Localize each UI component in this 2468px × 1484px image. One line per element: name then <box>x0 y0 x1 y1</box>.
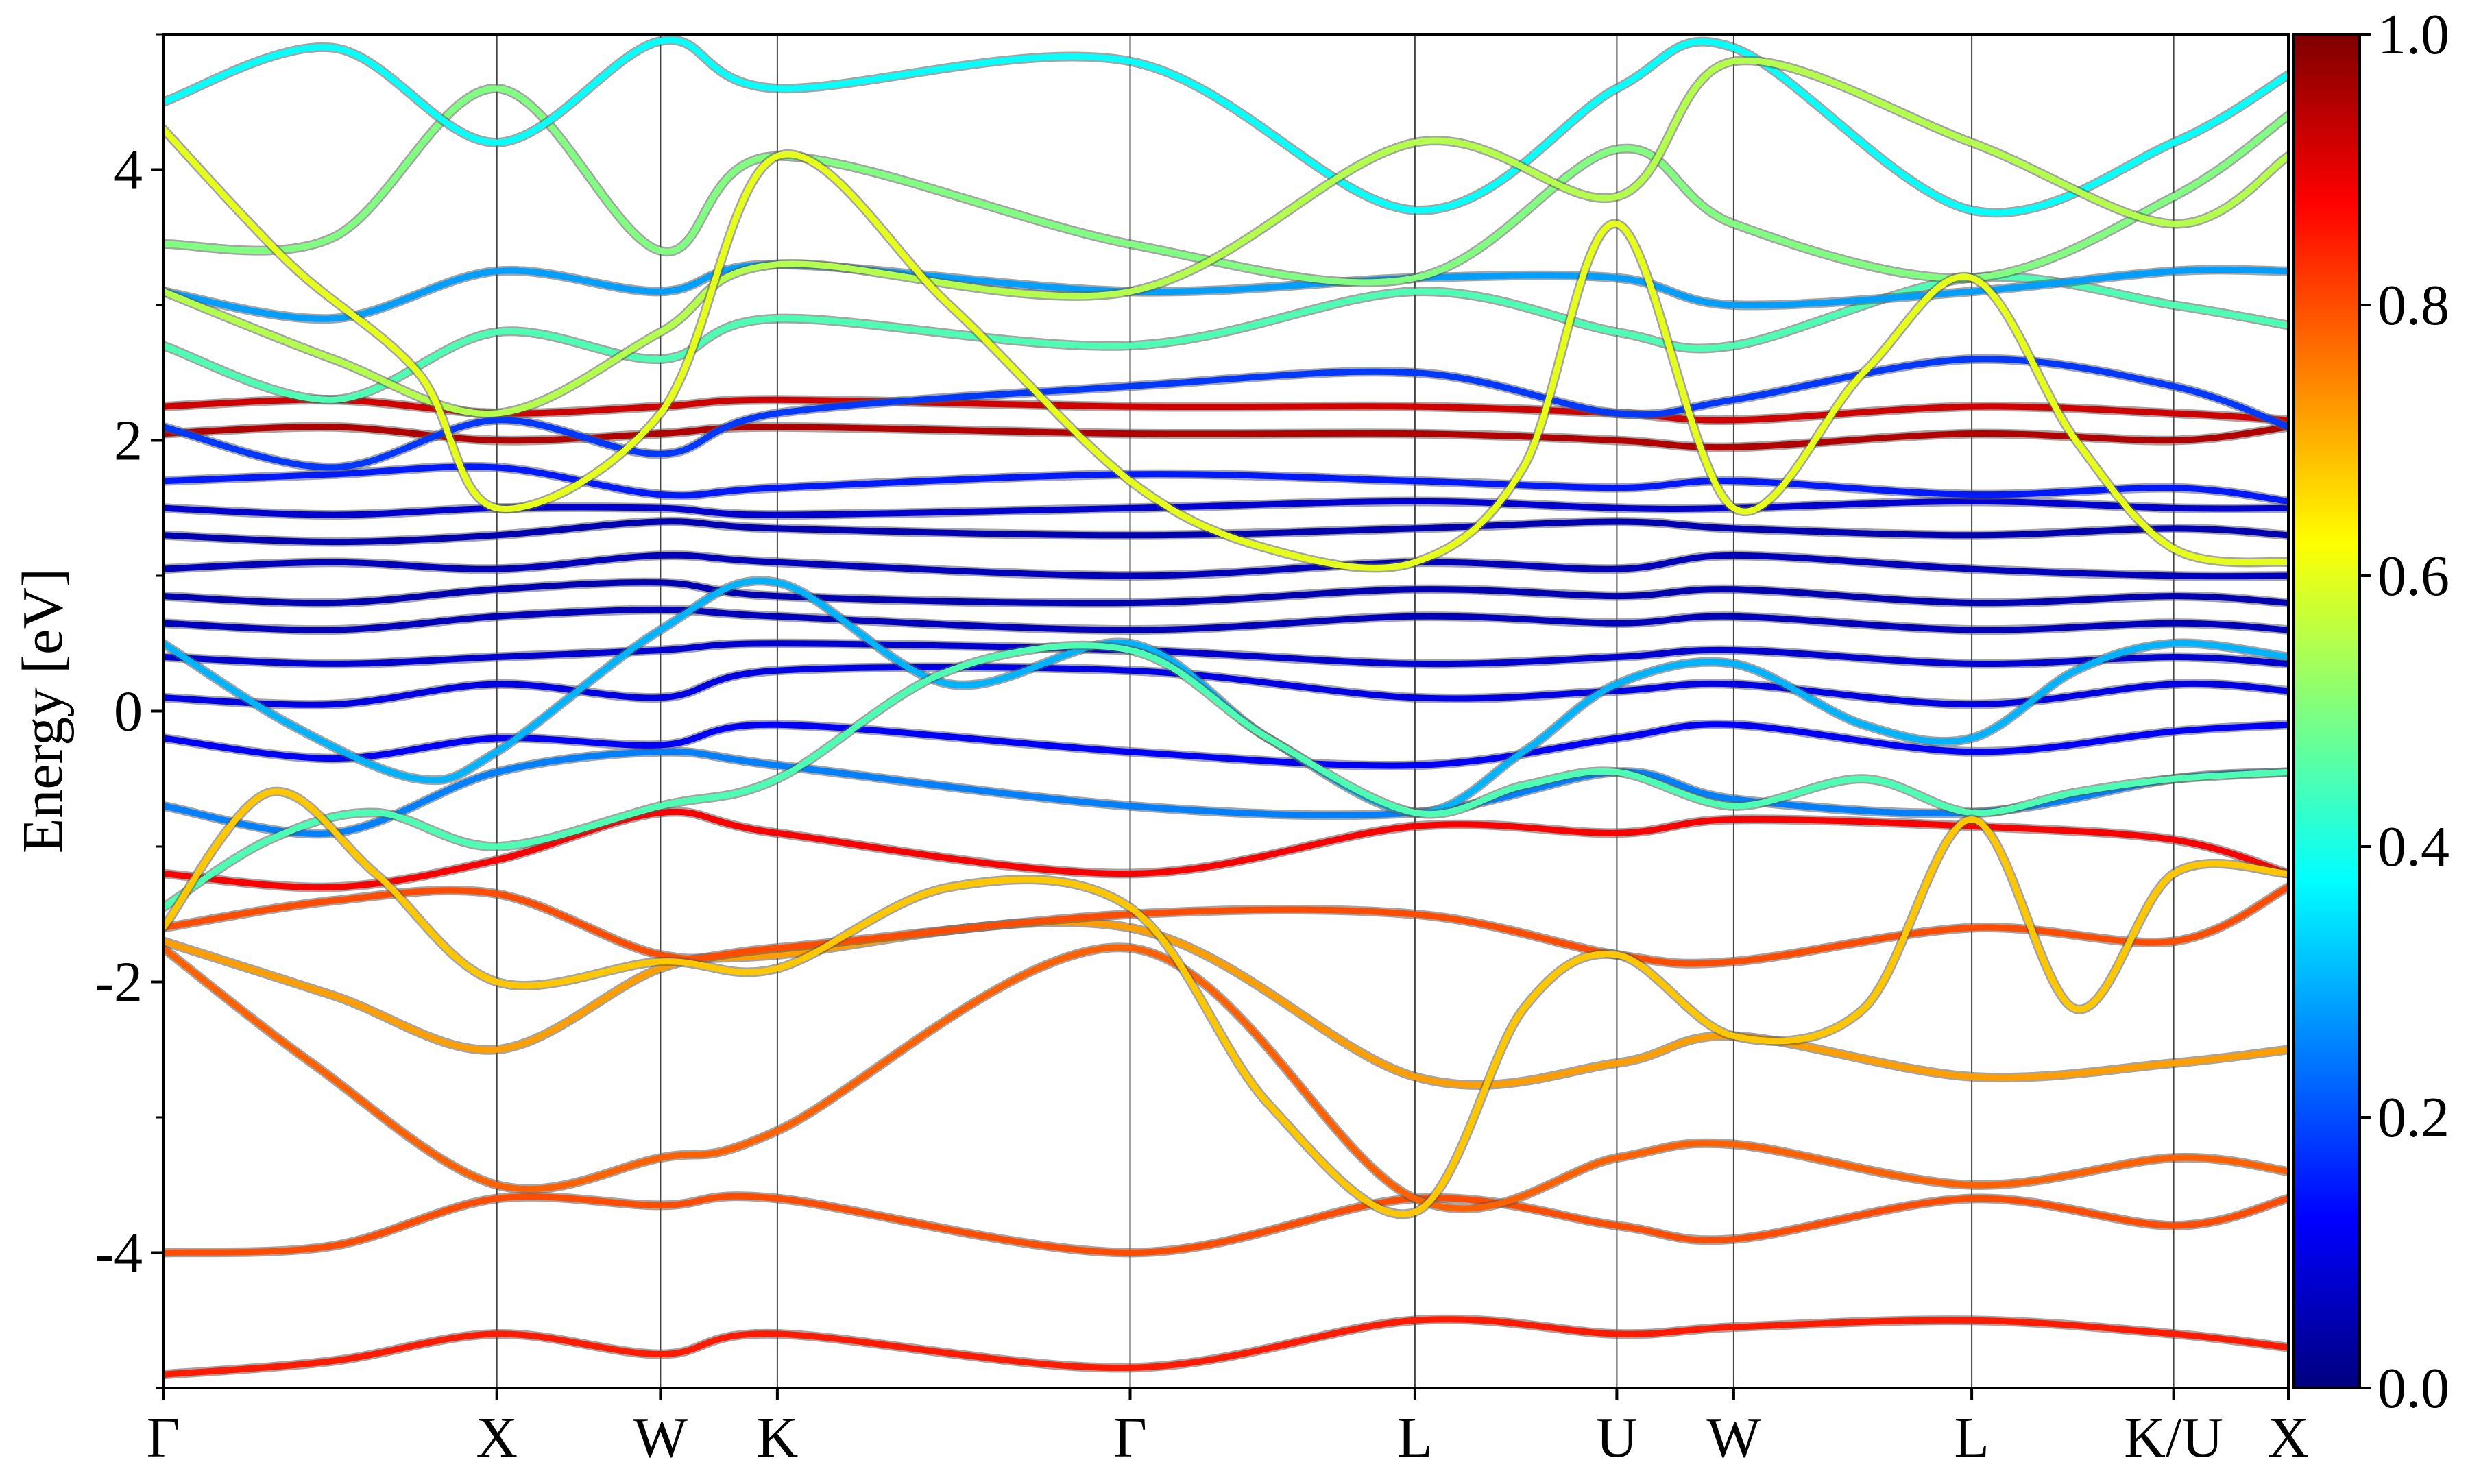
x-tick-label: L <box>1397 1406 1432 1470</box>
x-tick-label: X <box>476 1406 518 1470</box>
x-axis-ticks: Γ X W K Γ L U W L K/U X <box>147 1388 2310 1470</box>
colorbar-tick-label: 0.4 <box>2378 815 2449 879</box>
band-line <box>163 36 2288 216</box>
band-line <box>163 664 2288 708</box>
y-tick-label: 0 <box>114 680 143 744</box>
band-line <box>163 424 2288 451</box>
band-line <box>163 579 2288 607</box>
x-tick-label: X <box>2268 1406 2310 1470</box>
y-tick-label: 4 <box>114 138 143 202</box>
band-line <box>163 606 2288 633</box>
band-line <box>163 808 2288 891</box>
band-lines <box>163 35 2288 1380</box>
band-line <box>163 57 2288 417</box>
y-tick-label: 2 <box>114 409 143 473</box>
colorbar-tick-label: 0.8 <box>2378 273 2449 337</box>
x-tick-label: L <box>1954 1406 1989 1470</box>
band-line <box>163 356 2288 471</box>
x-tick-label: Γ <box>147 1406 180 1470</box>
colorbar-tick-label: 0.2 <box>2378 1086 2449 1150</box>
colorbar-ticks: 0.0 0.2 0.4 0.6 0.8 1.0 <box>2360 3 2449 1420</box>
colorbar <box>2292 33 2361 1389</box>
band-line <box>163 642 2288 911</box>
band-line <box>163 919 2288 1088</box>
band-line <box>163 1193 2288 1256</box>
band-line <box>163 261 2288 322</box>
band-line <box>163 552 2288 580</box>
band-line <box>163 640 2288 668</box>
x-tick-label: Γ <box>1113 1406 1147 1470</box>
x-tick-label: K/U <box>2124 1406 2223 1470</box>
y-axis-label: Energy [eV] <box>11 568 75 853</box>
colorbar-tick-label: 0.6 <box>2378 544 2449 608</box>
colorbar-tick-label: 1.0 <box>2378 3 2449 66</box>
band-line <box>163 944 2288 1212</box>
colorbar-tick-label: 0.0 <box>2378 1357 2449 1420</box>
band-line <box>163 1316 2288 1378</box>
x-tick-label: W <box>633 1406 688 1470</box>
band-line <box>163 788 2288 1217</box>
x-tick-label: K <box>757 1406 799 1470</box>
band-line <box>163 125 2288 571</box>
x-tick-label: W <box>1706 1406 1761 1470</box>
band-line <box>163 721 2288 769</box>
y-tick-label: -4 <box>95 1221 143 1285</box>
band-line <box>163 463 2288 504</box>
y-tick-label: -2 <box>95 951 143 1014</box>
x-tick-label: U <box>1596 1406 1638 1470</box>
band-line <box>163 884 2288 967</box>
y-axis-ticks: 4 2 0 -2 -4 <box>95 33 163 1389</box>
band-line <box>163 518 2288 546</box>
